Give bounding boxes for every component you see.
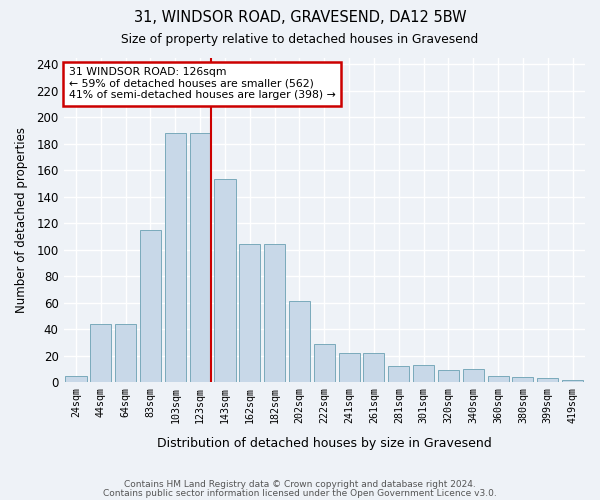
Bar bbox=[264, 244, 285, 382]
Bar bbox=[239, 244, 260, 382]
Bar bbox=[488, 376, 509, 382]
Bar bbox=[165, 133, 186, 382]
Bar bbox=[413, 365, 434, 382]
Bar bbox=[140, 230, 161, 382]
X-axis label: Distribution of detached houses by size in Gravesend: Distribution of detached houses by size … bbox=[157, 437, 491, 450]
Bar bbox=[364, 353, 385, 382]
Bar bbox=[314, 344, 335, 382]
Bar bbox=[115, 324, 136, 382]
Text: 31 WINDSOR ROAD: 126sqm
← 59% of detached houses are smaller (562)
41% of semi-d: 31 WINDSOR ROAD: 126sqm ← 59% of detache… bbox=[69, 67, 335, 100]
Y-axis label: Number of detached properties: Number of detached properties bbox=[15, 127, 28, 313]
Bar bbox=[289, 302, 310, 382]
Text: Contains public sector information licensed under the Open Government Licence v3: Contains public sector information licen… bbox=[103, 490, 497, 498]
Bar bbox=[90, 324, 112, 382]
Bar bbox=[214, 180, 236, 382]
Text: Contains HM Land Registry data © Crown copyright and database right 2024.: Contains HM Land Registry data © Crown c… bbox=[124, 480, 476, 489]
Bar bbox=[562, 380, 583, 382]
Text: 31, WINDSOR ROAD, GRAVESEND, DA12 5BW: 31, WINDSOR ROAD, GRAVESEND, DA12 5BW bbox=[134, 10, 466, 25]
Bar bbox=[388, 366, 409, 382]
Bar bbox=[463, 369, 484, 382]
Text: Size of property relative to detached houses in Gravesend: Size of property relative to detached ho… bbox=[121, 32, 479, 46]
Bar bbox=[537, 378, 559, 382]
Bar bbox=[512, 377, 533, 382]
Bar bbox=[190, 133, 211, 382]
Bar bbox=[438, 370, 459, 382]
Bar bbox=[338, 353, 359, 382]
Bar bbox=[65, 376, 86, 382]
